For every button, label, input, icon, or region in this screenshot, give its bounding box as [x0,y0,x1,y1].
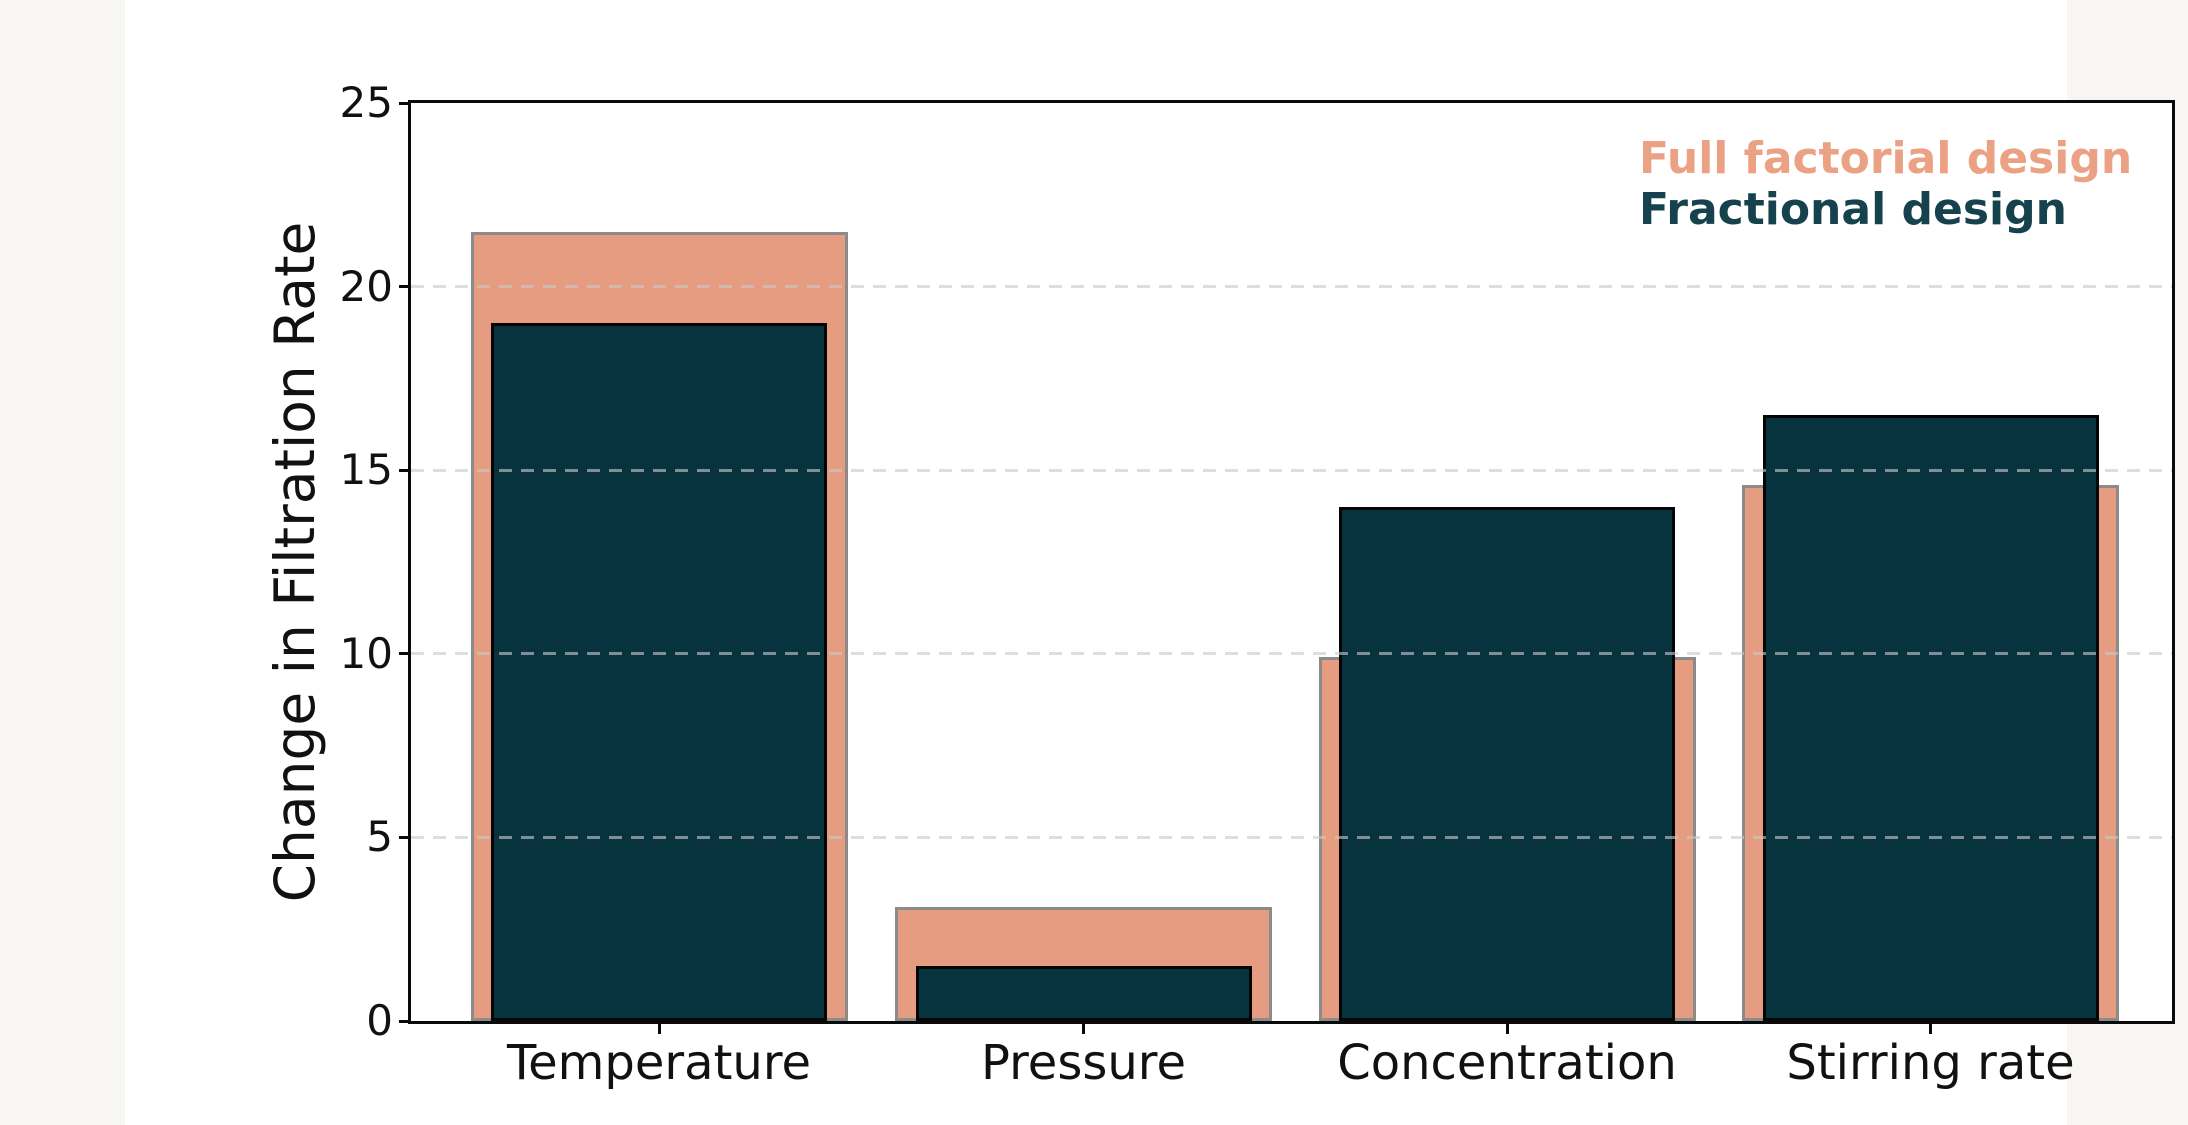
legend: Full factorial design Fractional design [1639,133,2132,235]
x-tick-mark-pressure [1082,1024,1085,1034]
y-tick-label-0: 0 [366,996,393,1045]
x-category-label-pressure: Pressure [981,1035,1186,1091]
y-tick-label-5: 5 [366,812,393,862]
y-tick-mark-0 [399,1019,408,1023]
y-tick-label-10: 10 [339,628,393,678]
bar-fractional-design-stirring-rate [1762,415,2099,1021]
y-tick-label-20: 20 [339,261,393,311]
legend-item-fractional-design: Fractional design [1639,184,2067,235]
y-tick-label-15: 15 [339,445,393,495]
y-tick-mark-25 [399,101,408,105]
x-category-label-concentration: Concentration [1337,1035,1677,1091]
bar-fractional-design-concentration [1339,506,1675,1021]
y-tick-mark-5 [399,835,408,839]
x-category-label-temperature: Temperature [506,1035,812,1091]
y-axis-title: Change in Filtration Rate [263,221,327,903]
x-tick-mark-temperature [657,1024,661,1034]
bar-fractional-design-pressure [915,965,1252,1021]
bar-fractional-design-temperature [491,323,827,1021]
chart-figure: Change in Filtration Rate Full factorial… [125,0,2175,1125]
y-tick-mark-15 [399,468,408,472]
x-tick-mark-stirring-rate [1929,1024,1932,1034]
plot-area: Full factorial design Fractional design [408,100,2175,1024]
x-tick-mark-concentration [1505,1024,1509,1034]
y-tick-label-25: 25 [339,78,393,127]
x-category-label-stirring-rate: Stirring rate [1786,1035,2075,1091]
legend-item-full-factorial-design: Full factorial design [1639,133,2133,184]
y-tick-mark-20 [399,285,408,289]
y-tick-mark-10 [399,652,408,656]
